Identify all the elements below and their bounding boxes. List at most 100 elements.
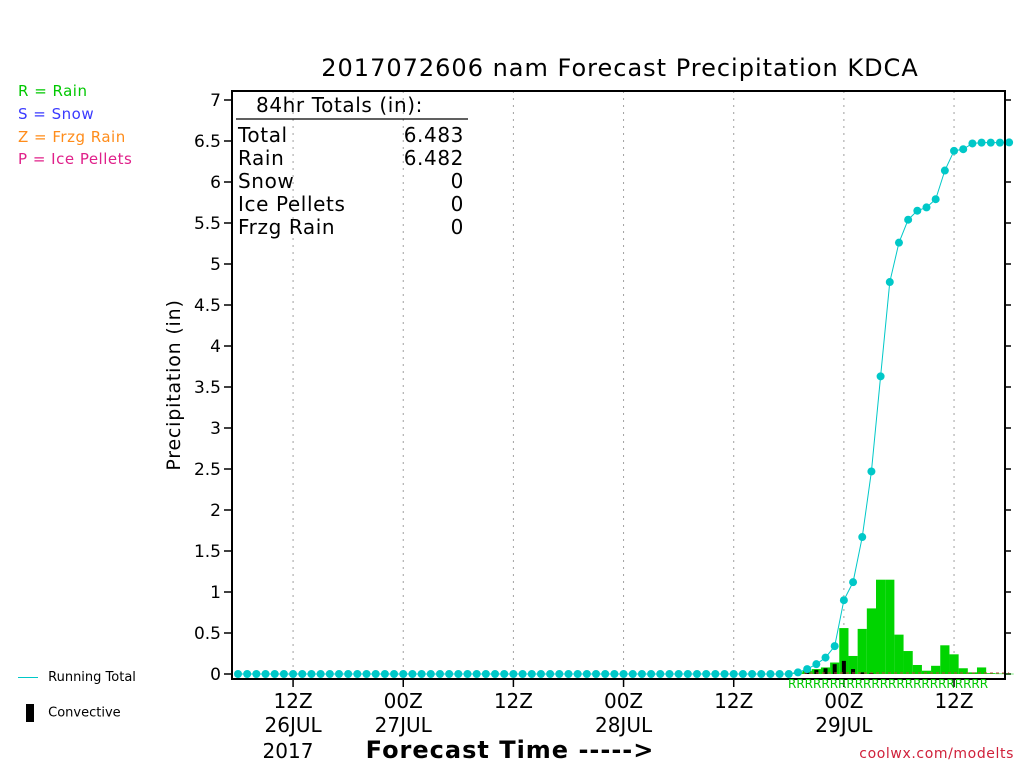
convective-bar — [841, 660, 846, 674]
running-total-point — [252, 670, 261, 678]
running-total-point — [445, 670, 454, 678]
running-total-point — [454, 670, 463, 678]
running-total-point — [784, 670, 793, 678]
legend-frzg-rain: Z = Frzg Rain — [18, 128, 126, 146]
precip-bar — [912, 664, 922, 674]
y-tick-label: 2 — [210, 501, 221, 521]
running-total-point — [399, 670, 408, 678]
y-tick-label: 4.5 — [194, 296, 221, 316]
precip-bar — [876, 579, 886, 674]
precip-bar — [949, 654, 959, 674]
x-tick-label: 00Z — [384, 689, 423, 713]
running-total-point — [555, 670, 564, 678]
x-tick-label: 12Z — [714, 689, 753, 713]
y-tick-label: 5.5 — [194, 214, 221, 234]
running-total-point — [481, 670, 490, 678]
running-total-point — [619, 670, 628, 678]
y-tick-label: 7 — [210, 91, 221, 111]
y-axis-label: Precipitation (in) — [163, 299, 185, 470]
x-axis-label: Forecast Time -----> — [366, 736, 655, 764]
legend-rain: R = Rain — [18, 82, 88, 100]
totals-row-value: 6.483 — [404, 123, 464, 147]
running-total-point — [849, 578, 858, 587]
running-total-point — [922, 203, 931, 212]
running-total-point — [885, 278, 894, 287]
running-total-point — [601, 670, 610, 678]
running-total-point — [738, 670, 747, 678]
y-tick-label: 4 — [210, 337, 221, 357]
running-total-point — [647, 670, 656, 678]
running-total-point — [683, 670, 692, 678]
convective-bar — [832, 664, 837, 674]
running-total-point — [839, 596, 848, 605]
running-total-point — [894, 238, 903, 247]
plot-frame — [231, 90, 1006, 680]
running-total-point — [298, 670, 307, 678]
grid-lines — [292, 91, 955, 679]
running-total-point — [1005, 138, 1014, 147]
running-total-point — [472, 670, 481, 678]
convective-key: Convective — [18, 704, 121, 722]
running-total-point — [986, 138, 995, 147]
convective-bar — [823, 668, 828, 674]
chart-title: 2017072606 nam Forecast Precipitation KD… — [321, 54, 918, 82]
running-total-point — [344, 670, 353, 678]
running-total-point — [592, 670, 601, 678]
x-tick-date: 29JUL — [815, 713, 873, 737]
running-total-point — [812, 660, 821, 669]
running-total-point — [711, 670, 720, 678]
running-total-point — [940, 166, 949, 175]
running-total-point — [959, 145, 968, 154]
precip-bars — [793, 579, 1014, 675]
running-total-point — [408, 670, 417, 678]
running-total-point — [518, 670, 527, 678]
x-tick-label: 12Z — [274, 689, 313, 713]
y-tick-label: 2.5 — [194, 460, 221, 480]
running-total-point — [380, 670, 389, 678]
running-total-point — [261, 670, 270, 678]
running-total-point — [417, 670, 426, 678]
x-tick-date: 26JUL — [265, 713, 323, 737]
running-total-point — [793, 668, 802, 677]
totals-row-label: Total — [237, 123, 288, 147]
running-total-point — [674, 670, 683, 678]
running-total-point — [509, 670, 518, 678]
precip-bar — [995, 673, 1005, 675]
convective-bar — [869, 673, 874, 674]
x-tick-label: 00Z — [824, 689, 863, 713]
totals-row-value: 0 — [451, 169, 464, 193]
running-total-point — [858, 533, 867, 542]
running-total-point — [491, 670, 500, 678]
running-total-point — [656, 670, 665, 678]
running-total-series — [234, 138, 1014, 678]
y-tick-label: 5 — [210, 255, 221, 275]
running-total-point — [289, 670, 298, 678]
precip-bar — [885, 579, 895, 674]
totals-row-label: Rain — [238, 146, 284, 170]
convective-bar — [814, 669, 819, 674]
running-total-point — [564, 670, 573, 678]
running-total-point — [830, 642, 839, 651]
running-total-point — [876, 372, 885, 381]
ptype-strip: RRRRRRRRRRRRRRRRRRRRRRRR — [788, 677, 988, 691]
running-total-point — [720, 670, 729, 678]
running-total-point — [426, 670, 435, 678]
running-total-point — [243, 670, 252, 678]
precip-bar — [958, 668, 968, 674]
running-total-point — [665, 670, 674, 678]
running-total-point — [582, 670, 591, 678]
running-total-point — [748, 670, 757, 678]
running-total-point — [353, 670, 362, 678]
precip-bar — [848, 655, 858, 674]
running-total-point — [628, 670, 637, 678]
legend-ice-pellets: P = Ice Pellets — [18, 150, 133, 168]
running-total-point — [904, 215, 913, 224]
running-total-point — [463, 670, 472, 678]
running-total-point — [307, 670, 316, 678]
running-total-point — [500, 670, 509, 678]
totals-row-value: 6.482 — [404, 146, 464, 170]
x-tick-label: 12Z — [494, 689, 533, 713]
precip-bar — [1004, 673, 1014, 675]
running-total-point — [766, 670, 775, 678]
